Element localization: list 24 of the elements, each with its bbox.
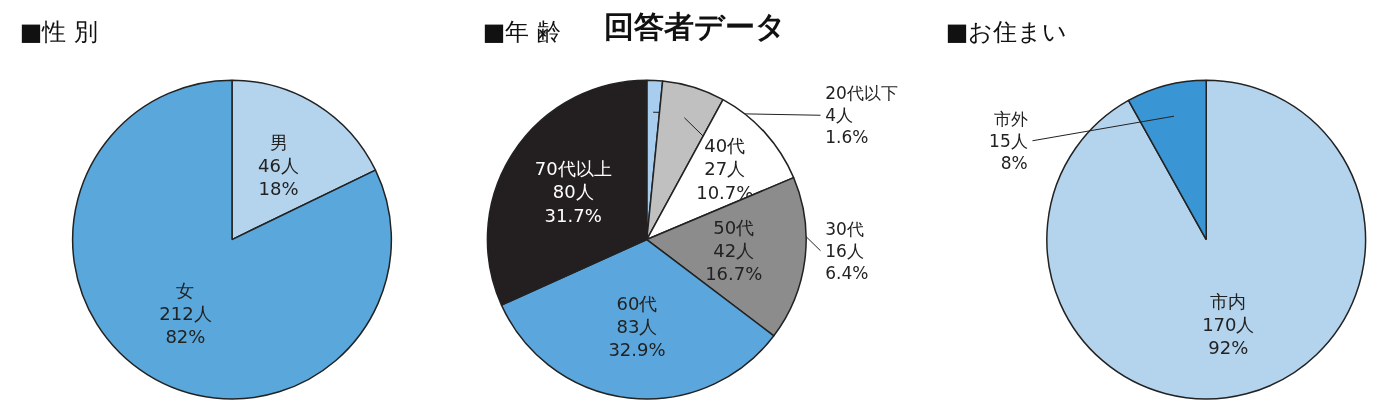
data-label: 212人 82% [159, 303, 212, 348]
data-label: 46人 18% [258, 154, 300, 199]
chart-title: ■年 齢 [482, 18, 561, 47]
data-label: 83人 32.9% [608, 316, 666, 361]
text: 回答者データ [604, 8, 786, 44]
data-label: 170人 92% [1202, 313, 1255, 358]
slice-label: 市内 [1210, 290, 1247, 312]
slice-label: 50代 [713, 216, 755, 238]
data-label: 27人 10.7% [696, 158, 754, 203]
slice-label: 40代 [704, 135, 746, 157]
slice-label: 男 [269, 131, 288, 153]
data-label: 16人 6.4% [825, 240, 869, 283]
slice-label: 60代 [616, 293, 658, 315]
data-label: 15人 8% [989, 130, 1028, 173]
chart-title: ■お住まい [945, 18, 1068, 47]
data-label: 4人 1.6% [825, 105, 869, 148]
slice-label: 女 [176, 280, 195, 302]
slice-label: 市外 [993, 108, 1028, 129]
chart-title: ■性 別 [19, 18, 98, 47]
data-label: 42人 16.7% [705, 239, 763, 285]
slice-label: 30代 [825, 218, 864, 239]
slice-label: 20代以下 [825, 83, 898, 104]
slice-label: 70代以上 [534, 158, 612, 180]
data-label: 80人 31.7% [544, 181, 602, 226]
